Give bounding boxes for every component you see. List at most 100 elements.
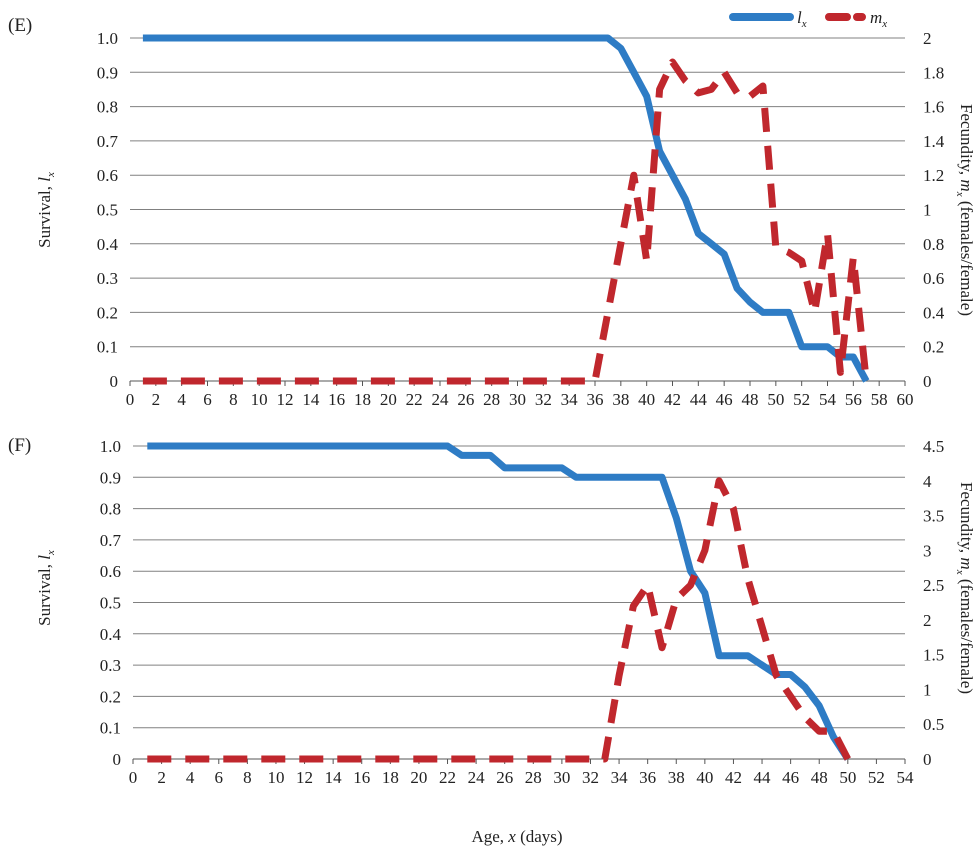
panel-f-right-axis-label: Fecundity, mx (females/female) xyxy=(954,482,976,694)
panel-e-x-tick-label: 24 xyxy=(432,390,450,409)
panel-f-left-tick-label: 0.7 xyxy=(100,531,122,550)
panel-f-x-tick-label: 22 xyxy=(439,768,456,787)
panel-f-right-tick-label: 1.5 xyxy=(923,646,944,665)
panel-f-right-tick-label: 2.5 xyxy=(923,576,944,595)
panel-e-x-tick-label: 32 xyxy=(535,390,552,409)
panel-f-left-tick-label: 0.9 xyxy=(100,468,121,487)
panel-f-x-tick-label: 18 xyxy=(382,768,399,787)
legend-mx-label: mx xyxy=(870,8,887,30)
panel-e-left-tick-label: 0.8 xyxy=(97,98,118,117)
panel-f-x-tick-label: 4 xyxy=(186,768,195,787)
panel-f-x-tick-label: 38 xyxy=(668,768,685,787)
panel-e-left-tick-label: 0.1 xyxy=(97,338,118,357)
panel-e-x-tick-label: 34 xyxy=(561,390,579,409)
panel-f-x-tick-label: 6 xyxy=(215,768,224,787)
panel-f-x-tick-label: 26 xyxy=(496,768,513,787)
panel-f-x-ticks: 0 2 4 6 8 10 12 14 16 18 20 22 24 26 28 30 32 34 36 38 40 42 4… xyxy=(129,759,914,787)
panel-e-x-tick-label: 28 xyxy=(483,390,500,409)
panel-f-x-tick-label: 2 xyxy=(157,768,166,787)
panel-e-x-tick-label: 26 xyxy=(457,390,474,409)
panel-e-series xyxy=(142,34,870,385)
panel-e-left-tick-label: 0.7 xyxy=(97,132,119,151)
panel-e-x-tick-label: 38 xyxy=(612,390,629,409)
panel-f-left-tick-label: 0.1 xyxy=(100,719,121,738)
panel-e-grid xyxy=(130,37,905,382)
panel-e-x-tick-label: 2 xyxy=(152,390,161,409)
panel-e-right-tick-label: 2 xyxy=(923,29,932,48)
panel-f-x-tick-label: 48 xyxy=(811,768,828,787)
panel-f-x-tick-label: 24 xyxy=(468,768,486,787)
panel-e-x-tick-label: 12 xyxy=(277,390,294,409)
panel-f: (F) 0 0.1 0.2 0.3 0.4 0.5 0.6 0.7 0.8 0.9 1.0 0 0.5… xyxy=(8,435,976,846)
panel-e-left-tick-label: 0.4 xyxy=(97,235,119,254)
panel-f-grid xyxy=(133,445,905,760)
panel-f-x-tick-label: 0 xyxy=(129,768,138,787)
panel-f-left-tick-label: 0.6 xyxy=(100,562,121,581)
panel-e-right-tick-label: 1 xyxy=(923,201,932,220)
panel-e-right-tick-label: 1.8 xyxy=(923,63,944,82)
panel-e-x-tick-label: 40 xyxy=(638,390,655,409)
panel-f-x-tick-label: 16 xyxy=(353,768,370,787)
panel-e-left-tick-label: 0.2 xyxy=(97,303,118,322)
panel-e-x-tick-label: 18 xyxy=(354,390,371,409)
panel-e-x-tick-label: 48 xyxy=(742,390,759,409)
panel-e-x-tick-label: 0 xyxy=(126,390,135,409)
legend-lx-label: lx xyxy=(797,8,807,30)
panel-f-right-tick-label: 4 xyxy=(923,472,932,491)
panel-f-right-tick-label: 3 xyxy=(923,541,932,560)
panel-f-left-axis-label: Survival, lx xyxy=(35,550,57,626)
panel-f-x-tick-label: 42 xyxy=(725,768,742,787)
panel-e-right-tick-label: 0.6 xyxy=(923,269,944,288)
panel-f-series xyxy=(147,442,851,763)
panel-e-mx-line xyxy=(142,58,870,385)
panel-e-x-tick-label: 54 xyxy=(819,390,837,409)
panel-f-mx-line xyxy=(147,477,851,763)
panel-e-x-tick-label: 22 xyxy=(406,390,423,409)
panel-e-x-tick-label: 8 xyxy=(229,390,238,409)
panel-e-right-tick-label: 0.8 xyxy=(923,235,944,254)
panel-f-right-ticks: 0 0.5 1 1.5 2 2.5 3 3.5 4 4.5 xyxy=(923,437,944,769)
panel-e-right-ticks: 0 0.2 0.4 0.6 0.8 1 1.2 1.4 1.6 1.8 2 xyxy=(923,29,945,391)
panel-f-x-tick-label: 34 xyxy=(611,768,629,787)
panel-e-x-tick-label: 14 xyxy=(302,390,320,409)
panel-f-x-tick-label: 28 xyxy=(525,768,542,787)
panel-f-x-tick-label: 30 xyxy=(553,768,570,787)
panel-f-x-tick-label: 36 xyxy=(639,768,656,787)
panel-e-x-tick-label: 42 xyxy=(664,390,681,409)
panel-f-label: (F) xyxy=(8,435,31,456)
panel-e-x-tick-label: 36 xyxy=(587,390,604,409)
x-axis-label: Age, x (days) xyxy=(471,827,562,846)
panel-f-x-tick-label: 10 xyxy=(267,768,284,787)
panel-f-right-tick-label: 4.5 xyxy=(923,437,944,456)
panel-e-right-tick-label: 1.4 xyxy=(923,132,945,151)
panel-f-left-tick-label: 0.2 xyxy=(100,687,121,706)
panel-f-left-ticks: 0 0.1 0.2 0.3 0.4 0.5 0.6 0.7 0.8 0.9 1.0 xyxy=(100,437,122,769)
panel-e-left-axis-label: Survival, lx xyxy=(35,172,57,248)
panel-f-right-tick-label: 2 xyxy=(923,611,932,630)
panel-f-left-tick-label: 0.3 xyxy=(100,656,121,675)
panel-f-x-tick-label: 32 xyxy=(582,768,599,787)
panel-e-x-tick-label: 60 xyxy=(897,390,914,409)
panel-e-left-tick-label: 1.0 xyxy=(97,29,118,48)
panel-f-x-tick-label: 50 xyxy=(839,768,856,787)
panel-e-right-tick-label: 0.2 xyxy=(923,338,944,357)
legend: lx mx xyxy=(729,8,887,30)
panel-e-x-tick-label: 10 xyxy=(251,390,268,409)
panel-f-right-tick-label: 0 xyxy=(923,750,932,769)
panel-e-x-tick-label: 20 xyxy=(380,390,397,409)
panel-e-left-tick-label: 0.9 xyxy=(97,63,118,82)
panel-f-x-tick-label: 8 xyxy=(243,768,252,787)
panel-f-right-tick-label: 3.5 xyxy=(923,507,944,526)
panel-e-x-tick-label: 6 xyxy=(203,390,212,409)
panel-f-left-tick-label: 0 xyxy=(113,750,122,769)
panel-e-x-tick-label: 50 xyxy=(767,390,784,409)
panel-e-left-ticks: 0 0.1 0.2 0.3 0.4 0.5 0.6 0.7 0.8 0.9 1.0 xyxy=(97,29,119,391)
panel-f-x-tick-label: 40 xyxy=(696,768,713,787)
panel-f-x-tick-label: 52 xyxy=(868,768,885,787)
panel-e-x-tick-label: 44 xyxy=(690,390,708,409)
panel-e-x-tick-label: 16 xyxy=(328,390,345,409)
panel-e-left-tick-label: 0.5 xyxy=(97,201,118,220)
panel-f-x-tick-label: 54 xyxy=(897,768,915,787)
panel-f-x-tick-label: 20 xyxy=(410,768,427,787)
